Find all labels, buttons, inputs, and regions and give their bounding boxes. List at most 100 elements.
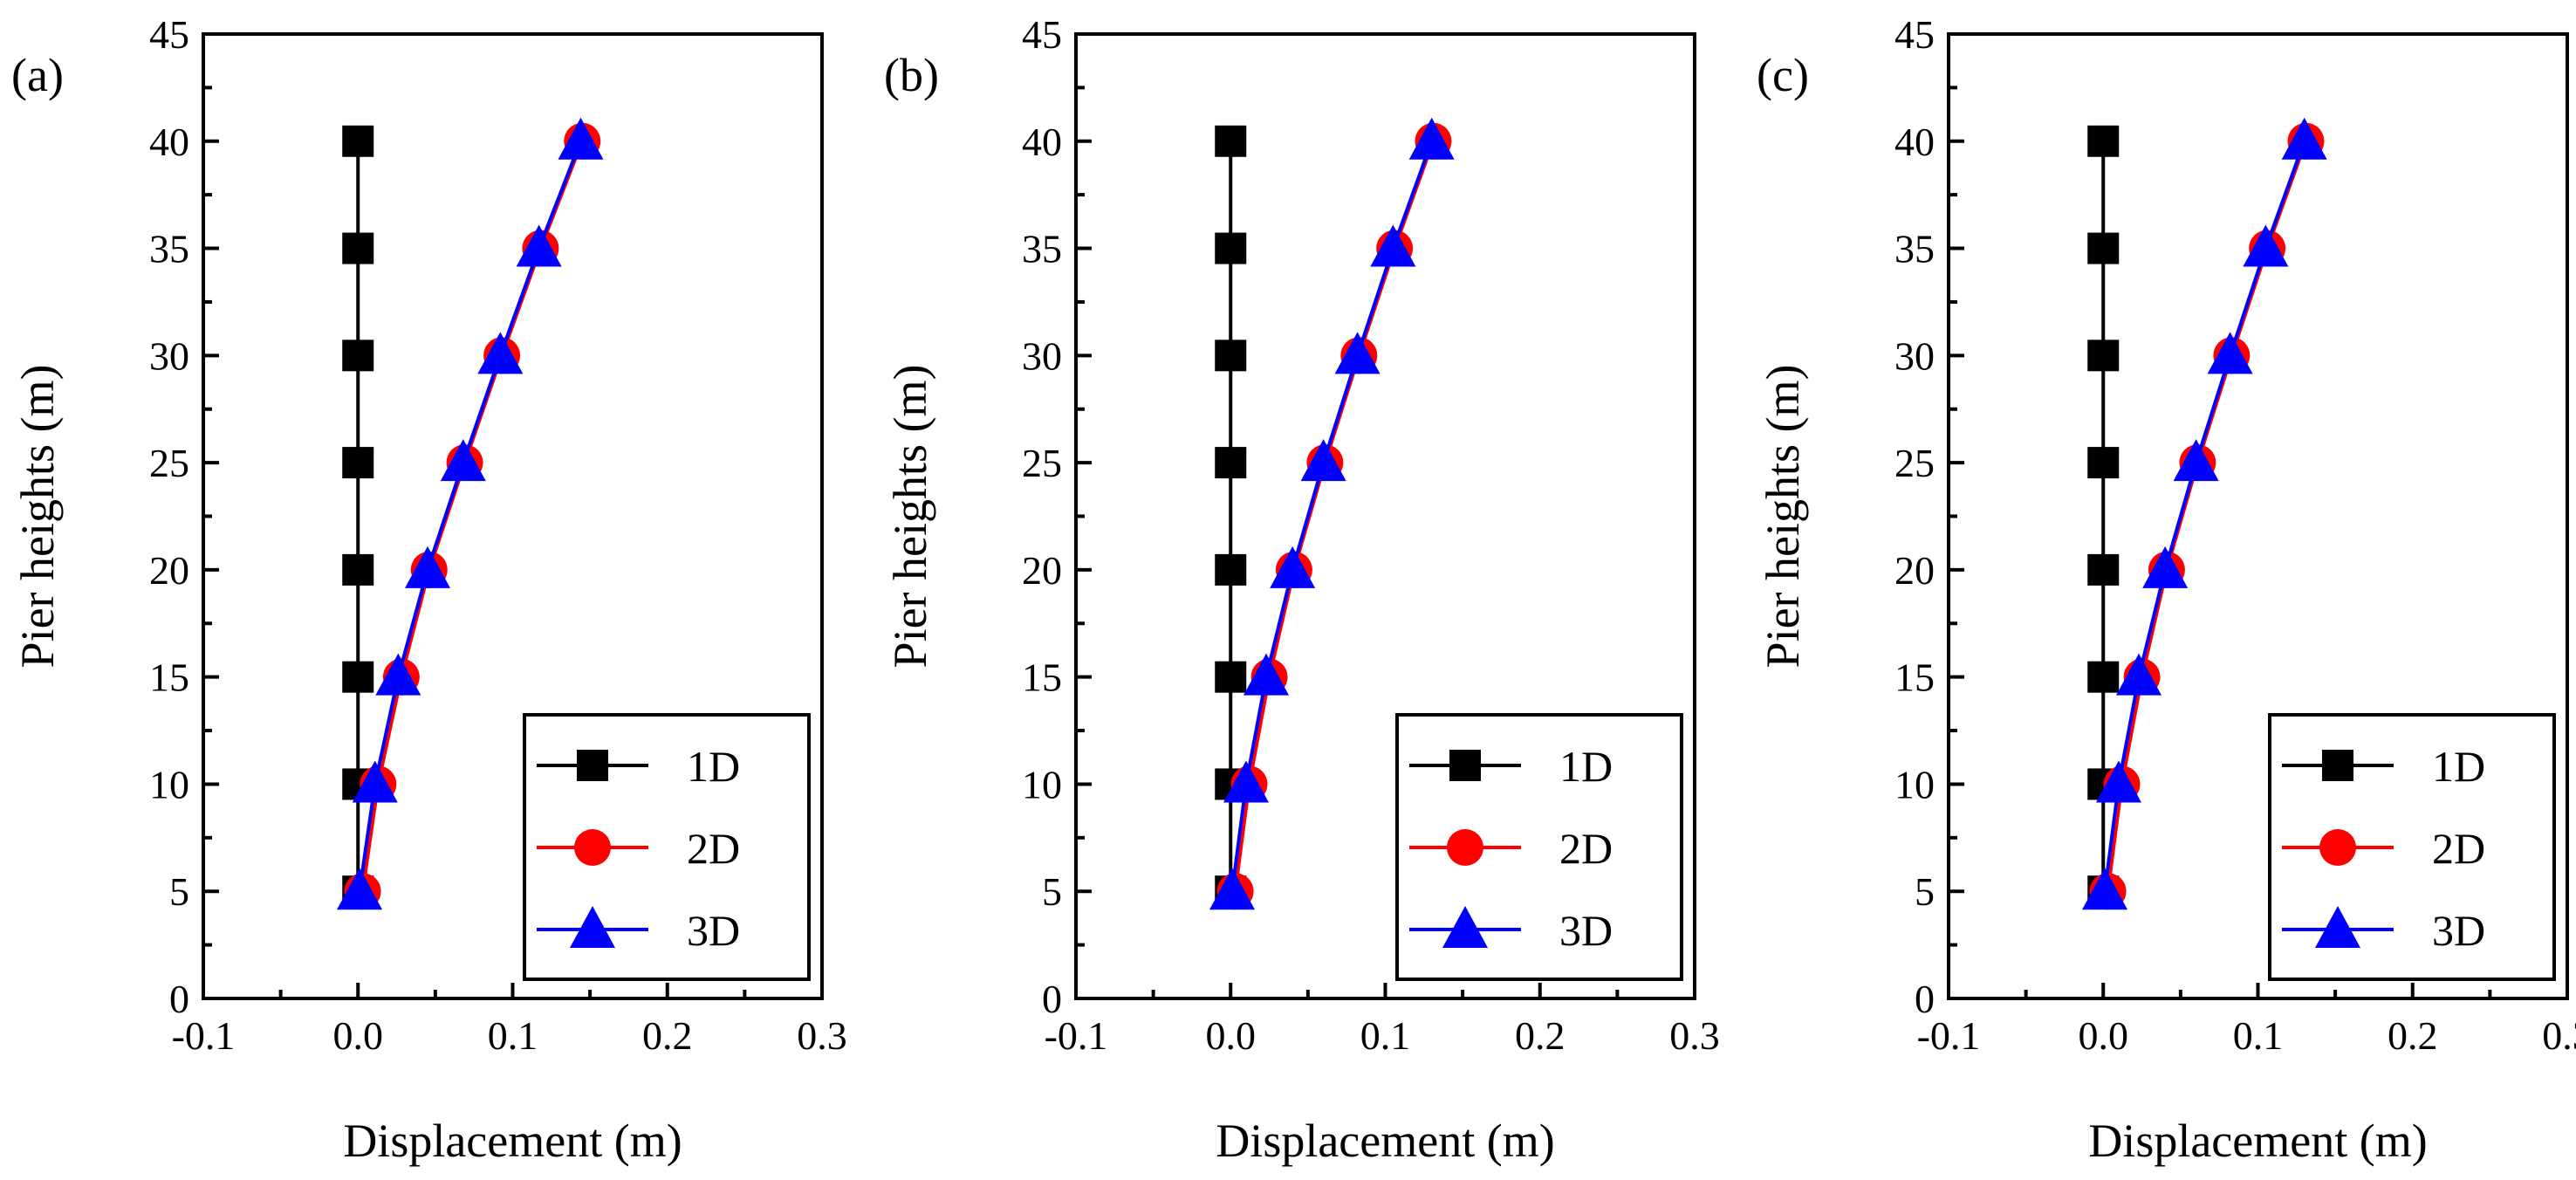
y-axis-title: Pier heights (m) [11, 365, 64, 669]
y-tick-label: 5 [169, 869, 189, 914]
data-point-3D [2082, 868, 2128, 910]
data-point-3D [1334, 332, 1380, 374]
data-point-1D [342, 447, 374, 479]
data-point-3D [1270, 545, 1316, 588]
y-tick-label: 35 [1022, 227, 1062, 271]
x-axis-title: Displacement (m) [2088, 1115, 2427, 1167]
y-tick-label: 30 [1894, 333, 1935, 378]
legend-marker [2315, 906, 2360, 948]
x-tick-label: 0.3 [1669, 1013, 1720, 1058]
x-tick-label: 0.2 [1515, 1013, 1565, 1058]
y-tick-label: 25 [1022, 441, 1062, 485]
data-point-3D [2207, 332, 2253, 374]
series-1D [2087, 125, 2120, 908]
legend-label: 1D [687, 742, 740, 791]
data-point-3D [2281, 117, 2327, 160]
data-point-1D [2087, 553, 2120, 586]
x-tick-label: 0.0 [1206, 1013, 1257, 1058]
data-point-3D [1408, 117, 1455, 160]
y-tick-label: 15 [149, 655, 189, 700]
y-tick-label: 0 [1042, 977, 1062, 1021]
x-tick-label: 0.2 [2388, 1013, 2438, 1058]
data-point-1D [2087, 447, 2120, 479]
y-axis-title: Pier heights (m) [1757, 365, 1809, 669]
x-tick-label: 0.1 [1360, 1013, 1411, 1058]
y-tick-label: 20 [1894, 548, 1935, 593]
data-point-3D [405, 545, 451, 588]
y-tick-label: 15 [1022, 655, 1062, 700]
data-point-3D [1243, 653, 1290, 696]
legend-marker [2319, 829, 2356, 866]
data-point-1D [1215, 661, 1247, 693]
y-tick-label: 30 [1022, 333, 1062, 378]
legend-marker [574, 829, 611, 866]
x-axis-title: Displacement (m) [1216, 1115, 1554, 1167]
data-point-3D [2095, 760, 2141, 803]
x-tick-label: 0.1 [2233, 1013, 2284, 1058]
data-point-3D [2173, 439, 2219, 482]
data-point-1D [342, 661, 374, 693]
x-axis-title: Displacement (m) [343, 1115, 682, 1167]
legend-item-1D: 1D [2282, 742, 2485, 791]
legend-marker [1442, 906, 1488, 948]
data-point-1D [1215, 553, 1247, 586]
data-point-1D [1215, 125, 1247, 157]
legend-label: 3D [2432, 906, 2485, 955]
x-tick-label: 0.2 [642, 1013, 693, 1058]
legend-marker [570, 906, 615, 948]
data-point-3D [2116, 653, 2162, 696]
legend-label: 3D [1559, 906, 1613, 955]
y-tick-label: 45 [1022, 12, 1062, 57]
legend-item-3D: 3D [2282, 906, 2485, 955]
y-tick-label: 10 [1894, 762, 1935, 806]
legend-label: 2D [687, 824, 740, 873]
data-point-3D [1300, 439, 1346, 482]
data-point-1D [2087, 661, 2120, 693]
data-point-3D [2142, 545, 2189, 588]
legend-label: 3D [687, 906, 740, 955]
legend: 1D 2D 3D [2268, 713, 2556, 981]
legend-marker [1449, 750, 1481, 781]
series-3D [2082, 117, 2327, 910]
data-point-3D [440, 439, 486, 482]
y-tick-label: 20 [1022, 548, 1062, 593]
x-tick-label: -0.1 [1045, 1013, 1108, 1058]
panel-label: (b) [884, 49, 939, 101]
y-tick-label: 45 [1894, 12, 1935, 57]
data-point-1D [2087, 232, 2120, 264]
legend-item-2D: 2D [2282, 824, 2485, 873]
x-tick-label: -0.1 [1917, 1013, 1981, 1058]
y-tick-label: 5 [1042, 869, 1062, 914]
legend-item-1D: 1D [537, 742, 740, 791]
legend-item-2D: 2D [537, 824, 740, 873]
data-point-3D [477, 332, 524, 374]
y-tick-label: 45 [149, 12, 189, 57]
x-tick-label: 0.3 [2542, 1013, 2576, 1058]
data-point-3D [2243, 224, 2289, 267]
y-tick-label: 40 [149, 120, 189, 164]
data-point-1D [2087, 340, 2120, 372]
y-tick-label: 35 [1894, 227, 1935, 271]
legend: 1D 2D 3D [1395, 713, 1683, 981]
legend-item-3D: 3D [1409, 906, 1613, 955]
chart-panel-b: -0.1 0.0 0.1 0.2 0.3 0 5 10 15 20 25 30 35 40 45 Displa… [884, 12, 1720, 1167]
legend-label: 2D [1559, 824, 1613, 873]
legend-marker [2322, 750, 2353, 781]
x-tick-label: -0.1 [172, 1013, 236, 1058]
data-point-1D [1215, 340, 1247, 372]
y-tick-label: 20 [149, 548, 189, 593]
legend-label: 2D [2432, 824, 2485, 873]
y-tick-label: 40 [1894, 120, 1935, 164]
legend-label: 1D [2432, 742, 2485, 791]
data-point-1D [1215, 232, 1247, 264]
y-tick-label: 0 [169, 977, 189, 1021]
legend-item-2D: 2D [1409, 824, 1613, 873]
legend-item-1D: 1D [1409, 742, 1613, 791]
legend: 1D 2D 3D [523, 713, 811, 981]
panel-label: (a) [11, 49, 64, 101]
y-tick-label: 30 [149, 333, 189, 378]
data-point-1D [342, 125, 374, 157]
chart-panel-c: -0.1 0.0 0.1 0.2 0.3 0 5 10 15 20 25 30 35 40 45 Displa… [1757, 12, 2576, 1167]
x-tick-label: 0.3 [797, 1013, 847, 1058]
